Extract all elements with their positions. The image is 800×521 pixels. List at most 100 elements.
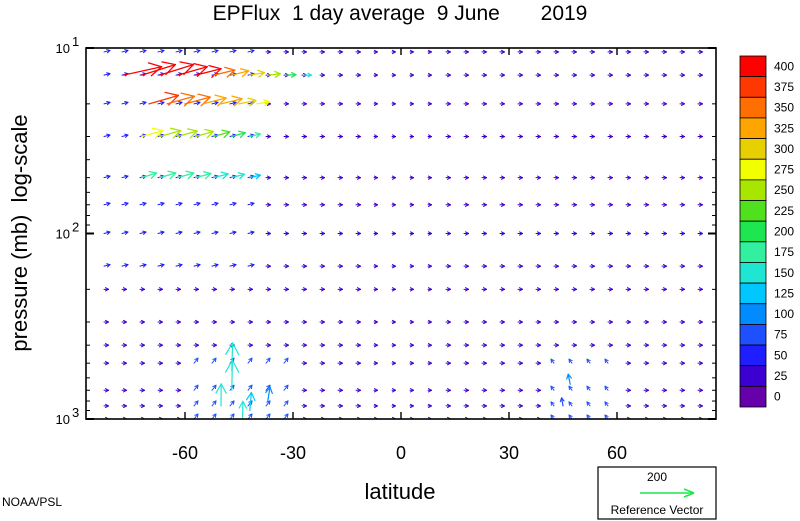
- vector-arrow: [159, 127, 182, 139]
- vector-arrow: [535, 343, 541, 348]
- reference-vector-arrow: [640, 488, 695, 498]
- vector-arrow: [661, 101, 667, 106]
- vector-arrow: [355, 388, 361, 393]
- vector-arrow: [499, 72, 505, 78]
- vector-arrow: [625, 231, 631, 236]
- x-tick-label: 60: [607, 443, 627, 463]
- vector-arrow: [571, 287, 577, 292]
- colorbar-swatch: [739, 365, 767, 387]
- vector-arrow: [157, 49, 165, 54]
- vector-arrow: [283, 202, 289, 207]
- vector-arrow: [247, 287, 253, 292]
- vector-arrow: [301, 49, 307, 55]
- vector-arrow: [247, 343, 253, 348]
- vector-arrow: [463, 49, 469, 55]
- vector-arrow: [661, 388, 667, 393]
- vector-arrow: [211, 230, 219, 235]
- vector-arrow: [373, 231, 378, 236]
- vector-arrow: [409, 202, 414, 207]
- vector-arrow: [139, 49, 147, 54]
- vector-arrow: [481, 287, 487, 292]
- vector-arrow: [589, 343, 595, 348]
- vector-arrow: [229, 49, 237, 54]
- vector-arrow: [319, 49, 325, 55]
- vector-arrow: [661, 361, 667, 366]
- vector-arrow: [571, 319, 577, 325]
- vector-arrow: [283, 343, 289, 348]
- vector-arrow: [679, 403, 685, 409]
- vector-arrow: [301, 202, 307, 207]
- vector-arrow: [121, 361, 127, 366]
- vector-arrow: [247, 384, 253, 391]
- vector-arrow: [625, 264, 631, 269]
- vector-arrow: [445, 134, 451, 139]
- vector-arrow: [175, 343, 181, 348]
- vector-arrow: [229, 263, 237, 268]
- vector-arrow: [265, 264, 271, 269]
- vector-arrow: [301, 361, 307, 366]
- vector-arrow: [355, 361, 361, 366]
- vector-arrow: [121, 287, 127, 292]
- vector-arrow: [265, 49, 271, 55]
- vector-arrow: [607, 175, 613, 180]
- vector-arrow: [625, 72, 631, 78]
- vector-arrow: [202, 94, 227, 107]
- vector-arrow: [159, 170, 177, 180]
- vector-arrow: [409, 72, 414, 78]
- vector-arrow: [445, 231, 451, 236]
- vector-arrow: [679, 49, 685, 55]
- vector-arrow: [301, 388, 307, 393]
- vector-arrow: [175, 201, 183, 207]
- vector-arrow: [697, 175, 703, 180]
- vector-arrow: [517, 388, 523, 393]
- vector-arrow: [265, 287, 271, 292]
- vector-arrow: [499, 231, 505, 236]
- vector-arrow: [586, 401, 591, 407]
- vector-arrow: [319, 72, 325, 78]
- vector-arrow: [121, 388, 127, 393]
- vector-arrow: [409, 134, 414, 139]
- vector-arrow: [139, 388, 145, 393]
- vector-arrow: [121, 201, 129, 207]
- vector-arrow: [337, 319, 343, 325]
- vector-arrow: [103, 49, 111, 54]
- vector-arrow: [157, 100, 165, 106]
- vector-arrow: [301, 287, 307, 292]
- vector-arrow: [409, 231, 414, 236]
- colorbar-label: 300: [774, 142, 794, 156]
- vector-arrow: [463, 403, 469, 409]
- vector-arrow: [607, 287, 613, 292]
- vector-arrow: [337, 231, 343, 236]
- vector-arrow: [139, 361, 145, 366]
- vector-arrow: [283, 384, 289, 391]
- vector-arrow: [427, 101, 432, 106]
- vector-arrow: [697, 101, 703, 106]
- vector-arrow: [139, 201, 147, 207]
- vector-arrow: [355, 175, 361, 180]
- vector-arrow: [499, 343, 505, 348]
- vector-arrow: [283, 287, 289, 292]
- vector-arrow: [409, 319, 414, 325]
- vector-arrow: [427, 72, 432, 78]
- vector-arrow: [463, 361, 469, 366]
- vector-arrow: [661, 319, 667, 325]
- vector-arrow: [535, 49, 541, 55]
- colorbar-label: 175: [774, 245, 794, 259]
- vector-arrow: [157, 230, 165, 235]
- vector-arrow: [625, 403, 631, 409]
- vector-arrow: [643, 287, 649, 292]
- vector-arrow: [550, 358, 555, 364]
- vector-arrow: [568, 385, 573, 391]
- colorbar-label: 75: [774, 328, 788, 342]
- vector-arrow: [571, 175, 577, 180]
- vector-arrow: [337, 287, 343, 292]
- vector-arrow: [256, 99, 271, 107]
- vector-arrow: [589, 72, 595, 78]
- vector-arrow: [121, 319, 127, 325]
- vector-arrow: [319, 287, 325, 292]
- vector-arrow: [589, 202, 595, 207]
- vector-arrow: [195, 171, 212, 180]
- vector-arrow: [139, 319, 145, 325]
- vector-arrow: [391, 231, 396, 236]
